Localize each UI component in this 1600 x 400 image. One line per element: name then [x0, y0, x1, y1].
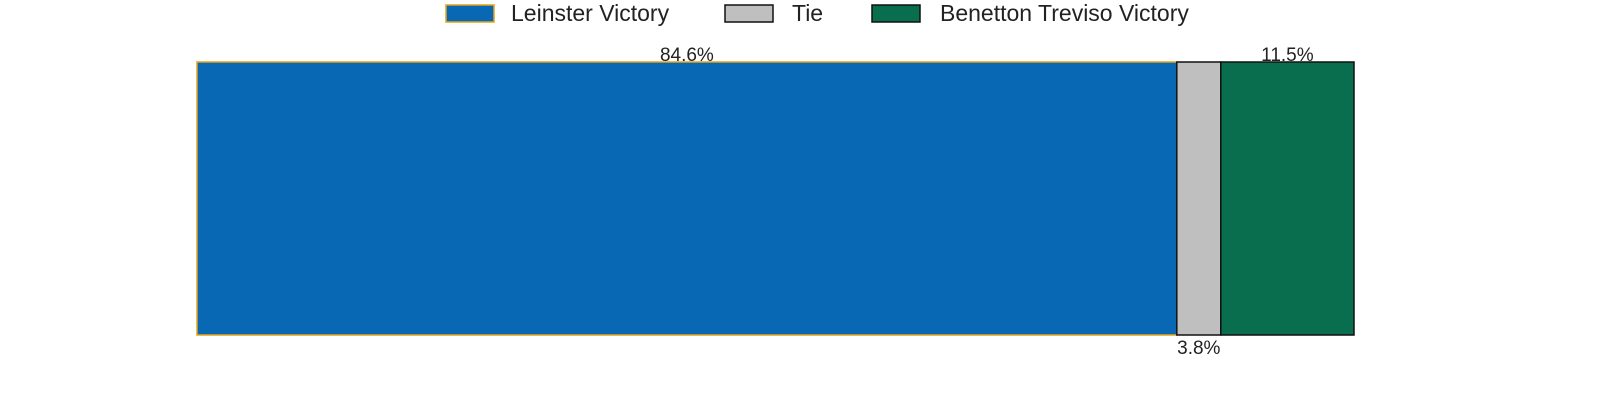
legend-item-leinster: Leinster Victory: [445, 0, 670, 26]
legend-label-benetton: Benetton Treviso Victory: [940, 0, 1189, 26]
data-label-leinster: 84.6%: [660, 45, 714, 66]
data-labels: 84.6% 3.8% 11.5%: [660, 45, 1314, 359]
legend-item-tie: Tie: [724, 0, 823, 26]
legend: Leinster Victory Tie Benetton Treviso Vi…: [445, 0, 1189, 26]
legend-label-tie: Tie: [792, 0, 823, 26]
legend-item-benetton: Benetton Treviso Victory: [871, 0, 1189, 26]
bar-segment-leinster: [196, 61, 1178, 336]
bar-segment-tie: [1176, 61, 1222, 336]
bar-segments: [196, 61, 1355, 336]
data-label-tie: 3.8%: [1177, 338, 1220, 359]
legend-label-leinster: Leinster Victory: [511, 0, 670, 26]
legend-swatch-leinster: [445, 4, 495, 23]
legend-swatch-benetton: [871, 4, 921, 23]
legend-swatch-tie: [724, 4, 774, 23]
data-label-benetton: 11.5%: [1261, 45, 1314, 66]
bar-segment-benetton: [1220, 61, 1355, 336]
